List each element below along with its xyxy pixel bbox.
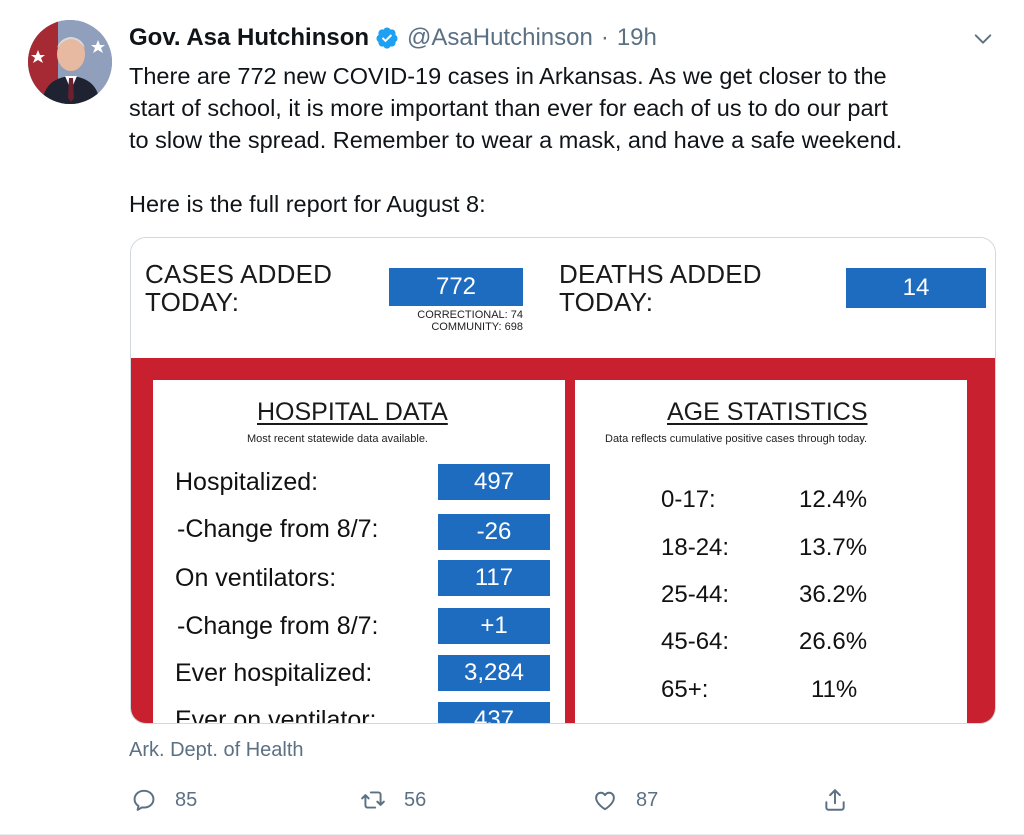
- share-icon: [825, 789, 845, 811]
- age-row-value: 26.6%: [799, 628, 868, 655]
- tweet-text-line: Here is the full report for August 8:: [129, 191, 486, 217]
- retweet-count: 56: [404, 788, 427, 811]
- hospital-row-value: 437: [438, 702, 550, 723]
- deaths-label-line: TODAY:: [559, 287, 654, 317]
- hospital-row-value: +1: [438, 608, 550, 644]
- share-button[interactable]: [822, 784, 866, 816]
- hospital-row-label: Hospitalized:: [175, 468, 319, 496]
- separator-dot: ·: [600, 24, 609, 51]
- retweet-button[interactable]: 56: [360, 784, 426, 816]
- media-source-attribution[interactable]: Ark. Dept. of Health: [129, 739, 304, 761]
- tweet-text-line: There are 772 new COVID-19 cases in Arka…: [129, 63, 887, 89]
- tweet-text-line: start of school, it is more important th…: [129, 95, 888, 121]
- reply-icon: [133, 789, 155, 811]
- tweet-header: Gov. Asa Hutchinson @AsaHutchinson · 19h: [129, 24, 657, 52]
- tweet-text-line: to slow the spread. Remember to wear a m…: [129, 127, 903, 153]
- timestamp[interactable]: 19h: [616, 24, 657, 51]
- correctional-count: CORRECTIONAL: 74: [417, 309, 523, 321]
- age-statistics-subtitle: Data reflects cumulative positive cases …: [605, 433, 868, 445]
- report-red-band: HOSPITAL DATA Most recent statewide data…: [131, 358, 995, 724]
- cases-label-line: TODAY:: [145, 287, 240, 317]
- age-row-label: 65+:: [661, 676, 709, 703]
- hospital-row-label: Ever on ventilator:: [175, 706, 377, 724]
- avatar-image: [28, 20, 112, 104]
- avatar[interactable]: [28, 20, 112, 104]
- like-button[interactable]: 87: [592, 784, 658, 816]
- hospital-data-panel: HOSPITAL DATA Most recent statewide data…: [153, 380, 565, 724]
- community-count: COMMUNITY: 698: [431, 321, 523, 333]
- age-row-label: 18-24:: [661, 534, 730, 561]
- cases-added-label: CASES ADDED TODAY:: [145, 260, 332, 316]
- deaths-added-value: 14: [846, 268, 986, 308]
- age-row-value: 11%: [811, 676, 858, 703]
- hospital-row-value: -26: [438, 514, 550, 550]
- chevron-down-icon[interactable]: [972, 28, 994, 50]
- display-name[interactable]: Gov. Asa Hutchinson: [129, 24, 370, 51]
- hospital-row-value: 497: [438, 464, 550, 500]
- hospital-row-label: -Change from 8/7:: [177, 515, 379, 543]
- age-statistics-title: AGE STATISTICS: [667, 398, 868, 426]
- reply-count: 85: [175, 788, 198, 811]
- cases-added-value: 772: [389, 268, 523, 306]
- age-row-label: 25-44:: [661, 581, 730, 608]
- age-row-label: 0-17:: [661, 486, 716, 513]
- age-row-label: 45-64:: [661, 628, 730, 655]
- reply-button[interactable]: 85: [131, 784, 197, 816]
- hospital-row-value: 3,284: [438, 655, 550, 691]
- handle[interactable]: @AsaHutchinson: [407, 24, 593, 51]
- like-count: 87: [636, 788, 659, 811]
- hospital-row-label: Ever hospitalized:: [175, 659, 373, 687]
- like-icon: [595, 791, 615, 811]
- cases-label-line: CASES ADDED: [145, 259, 333, 289]
- tweet-text: There are 772 new COVID-19 cases in Arka…: [129, 60, 999, 220]
- age-row-value: 36.2%: [799, 581, 868, 608]
- hospital-row-label: -Change from 8/7:: [177, 612, 379, 640]
- media-image-card[interactable]: CASES ADDED TODAY: 772 CORRECTIONAL: 74 …: [130, 237, 996, 724]
- age-statistics-panel: AGE STATISTICS Data reflects cumulative …: [575, 380, 967, 723]
- deaths-label-line: DEATHS ADDED: [559, 259, 762, 289]
- tweet-actions: 85 56 87: [129, 784, 869, 816]
- hospital-data-title: HOSPITAL DATA: [257, 398, 448, 426]
- hospital-row-label: On ventilators:: [175, 564, 337, 592]
- verified-badge-icon: [376, 27, 398, 49]
- report-summary: CASES ADDED TODAY: 772 CORRECTIONAL: 74 …: [131, 238, 995, 358]
- hospital-data-subtitle: Most recent statewide data available.: [247, 433, 428, 445]
- retweet-icon: [361, 791, 385, 809]
- deaths-added-label: DEATHS ADDED TODAY:: [559, 260, 762, 316]
- age-row-value: 12.4%: [799, 486, 868, 513]
- hospital-row-value: 117: [438, 560, 550, 596]
- age-row-value: 13.7%: [799, 534, 868, 561]
